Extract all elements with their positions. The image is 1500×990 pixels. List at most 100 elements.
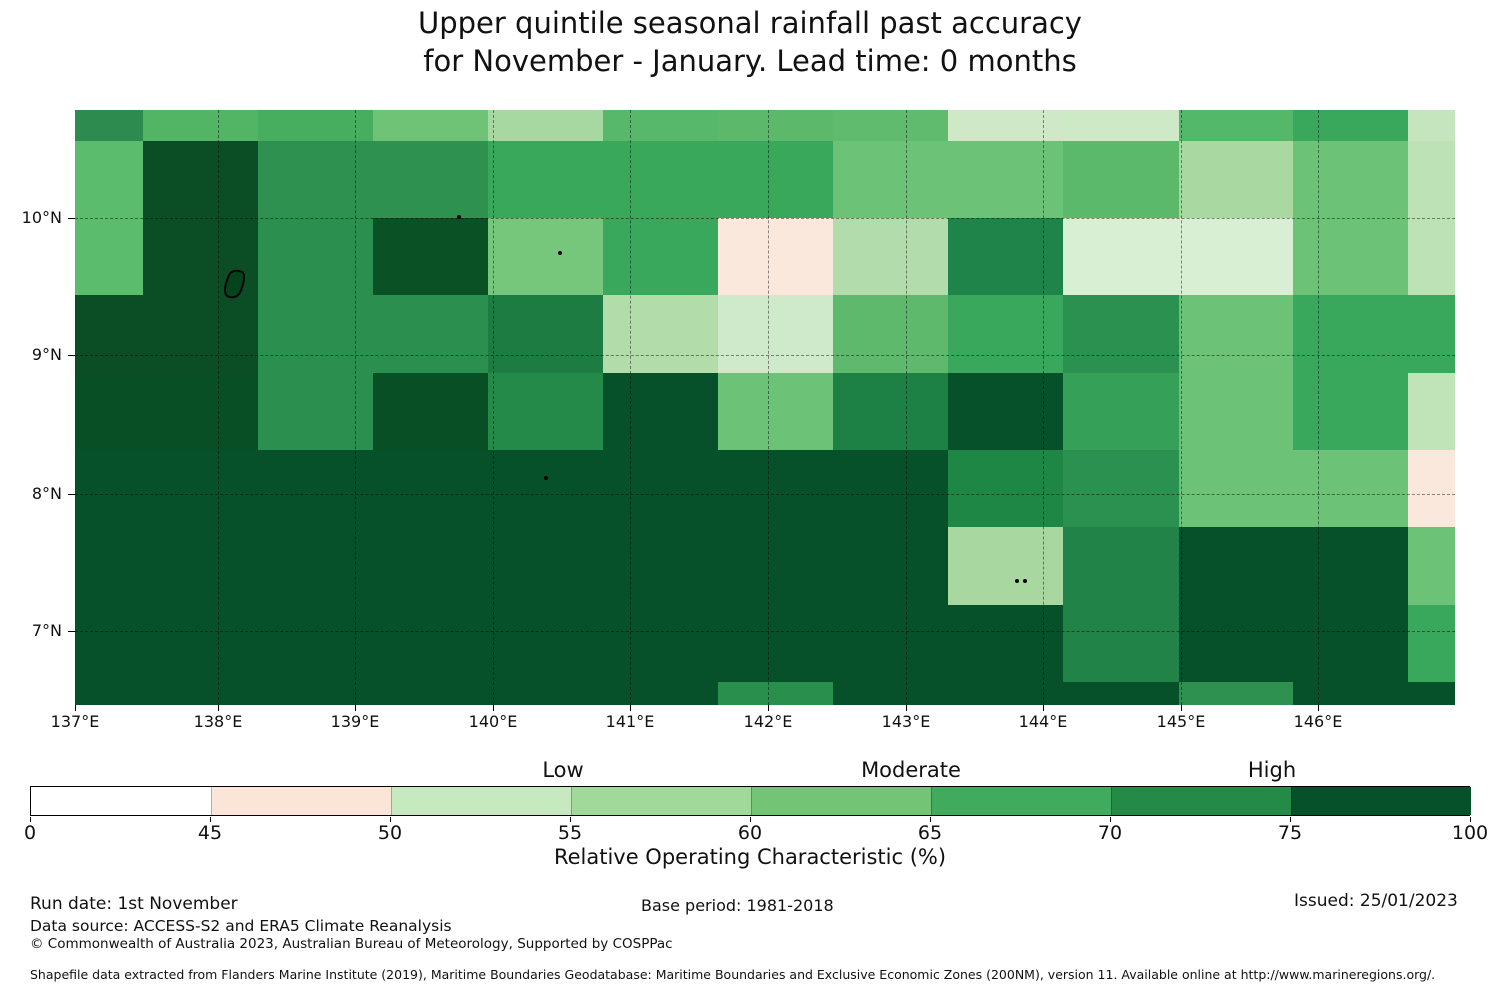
heatmap-cell — [833, 682, 948, 705]
colorbar-separator — [1291, 787, 1292, 815]
heatmap-cell — [1408, 527, 1455, 605]
heatmap-cell — [75, 450, 143, 527]
colorbar-separator — [751, 787, 752, 815]
graticule-parallel — [75, 631, 1455, 632]
colorbar-segment — [31, 787, 211, 815]
heatmap-cell — [718, 682, 833, 705]
x-tick-mark — [1043, 705, 1044, 711]
y-tick-label: 10°N — [21, 208, 62, 227]
heatmap-cell — [1408, 373, 1455, 450]
x-tick-label: 140°E — [468, 712, 518, 731]
island-outline — [558, 251, 562, 255]
base-period-text: Base period: 1981-2018 — [641, 896, 834, 915]
x-tick-mark — [218, 705, 219, 711]
heatmap-cell — [488, 682, 603, 705]
graticule-meridian — [1181, 110, 1182, 705]
colorbar-tick-mark — [390, 817, 391, 822]
colorbar-tick-label: 50 — [377, 822, 403, 844]
heatmap-cell — [1408, 450, 1455, 527]
colorbar-tick-label: 55 — [557, 822, 583, 844]
heatmap-cell — [488, 605, 603, 682]
graticule-parallel — [75, 355, 1455, 356]
colorbar-tick-label: 100 — [1451, 822, 1489, 844]
heatmap-cell — [1063, 373, 1179, 450]
heatmap-cell — [833, 218, 948, 295]
heatmap-cell — [603, 110, 718, 141]
heatmap-cell — [488, 141, 603, 218]
heatmap-cell — [1408, 218, 1455, 295]
heatmap-canvas — [75, 110, 1455, 705]
heatmap-cell — [1179, 218, 1293, 295]
heatmap-cell — [948, 682, 1063, 705]
x-tick-mark — [768, 705, 769, 711]
colorbar-separator — [391, 787, 392, 815]
heatmap-cell — [373, 450, 488, 527]
colorbar-segment — [751, 787, 931, 815]
heatmap-cell — [488, 295, 603, 373]
heatmap-cell — [488, 218, 603, 295]
heatmap-cell — [258, 605, 373, 682]
heatmap-cell — [75, 218, 143, 295]
colorbar-axis-label: Relative Operating Characteristic (%) — [553, 845, 947, 869]
heatmap-cell — [718, 450, 833, 527]
heatmap-cell — [603, 527, 718, 605]
colorbar-tick-label: 75 — [1277, 822, 1303, 844]
colorbar-tick-mark — [1290, 817, 1291, 822]
colorbar-segment — [1291, 787, 1471, 815]
heatmap-cell — [373, 373, 488, 450]
graticule-meridian — [218, 110, 219, 705]
y-tick-mark — [68, 631, 75, 632]
heatmap-cell — [603, 141, 718, 218]
heatmap-cell — [258, 218, 373, 295]
heatmap-cell — [1293, 373, 1408, 450]
colorbar-tick-label: 60 — [737, 822, 763, 844]
colorbar-segment — [391, 787, 571, 815]
colorbar-tick-mark — [930, 817, 931, 822]
heatmap-cell — [373, 110, 488, 141]
heatmap-cell — [833, 141, 948, 218]
heatmap-cell — [373, 682, 488, 705]
heatmap-cell — [258, 682, 373, 705]
heatmap-cell — [75, 605, 143, 682]
colorbar-tick-mark — [570, 817, 571, 822]
heatmap-cell — [603, 682, 718, 705]
heatmap-cell — [833, 605, 948, 682]
heatmap-cell — [1293, 527, 1408, 605]
x-tick-label: 144°E — [1018, 712, 1068, 731]
colorbar-tick-mark — [210, 817, 211, 822]
x-tick-mark — [75, 705, 76, 711]
heatmap-cell — [143, 682, 258, 705]
heatmap-cell — [948, 218, 1063, 295]
graticule-parallel — [75, 494, 1455, 495]
heatmap-cell — [75, 295, 143, 373]
colorbar-separator — [931, 787, 932, 815]
heatmap-cell — [143, 295, 258, 373]
heatmap-cell — [1179, 141, 1293, 218]
heatmap-cell — [488, 527, 603, 605]
heatmap-cell — [258, 295, 373, 373]
colorbar — [30, 786, 1471, 816]
heatmap-cell — [833, 295, 948, 373]
data-source-text: Data source: ACCESS-S2 and ERA5 Climate … — [30, 917, 452, 935]
colorbar-tick-label: 65 — [917, 822, 943, 844]
heatmap-cell — [258, 527, 373, 605]
heatmap-cell — [258, 141, 373, 218]
heatmap-cell — [1179, 682, 1293, 705]
heatmap-cell — [603, 605, 718, 682]
heatmap-cell — [1179, 110, 1293, 141]
island-outline — [457, 215, 461, 219]
x-tick-mark — [906, 705, 907, 711]
heatmap-cell — [718, 110, 833, 141]
x-tick-mark — [630, 705, 631, 711]
heatmap-cell — [1293, 605, 1408, 682]
heatmap-cell — [258, 450, 373, 527]
y-tick-mark — [68, 218, 75, 219]
colorbar-separator — [211, 787, 212, 815]
heatmap-cell — [1179, 295, 1293, 373]
heatmap-cell — [603, 450, 718, 527]
heatmap-cell — [1063, 527, 1179, 605]
heatmap-cell — [1063, 295, 1179, 373]
heatmap-cell — [143, 450, 258, 527]
heatmap-cell — [1293, 295, 1408, 373]
heatmap-cell — [948, 295, 1063, 373]
